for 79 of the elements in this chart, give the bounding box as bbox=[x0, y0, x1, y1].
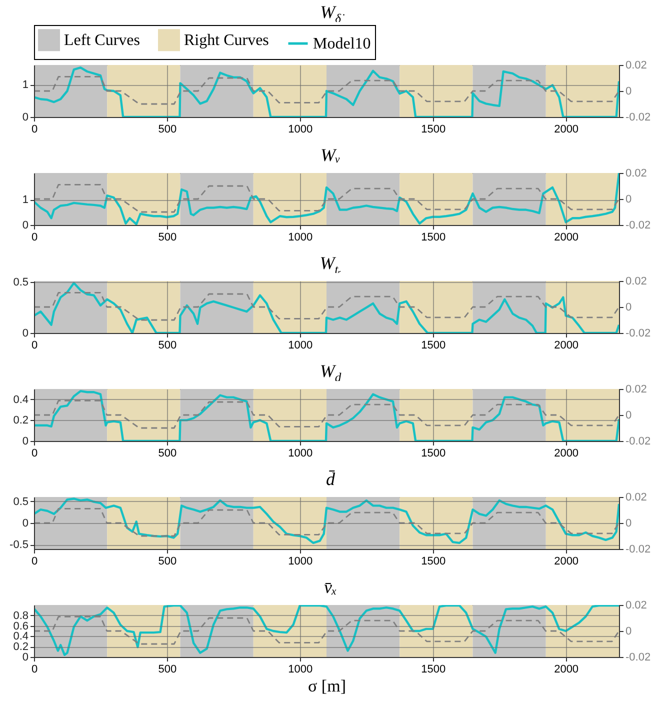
y-tick-label: 0 bbox=[22, 220, 28, 232]
x-tick-label: 1000 bbox=[288, 448, 313, 460]
y2-tick-label: 0 bbox=[626, 194, 632, 206]
y2-tick-label: 0 bbox=[626, 302, 632, 314]
y-tick-label: 0.2 bbox=[13, 641, 28, 654]
x-tick-label: 1500 bbox=[421, 232, 446, 244]
y-tick-label: 0.8 bbox=[13, 610, 28, 622]
y2-tick-label: 0.02 bbox=[626, 276, 647, 288]
x-tick-label: 1500 bbox=[421, 124, 446, 136]
y-tick-label: 0.5 bbox=[13, 496, 28, 508]
y-tick-label: 0.4 bbox=[13, 630, 28, 643]
chart-title: v̄ₓ bbox=[322, 577, 338, 597]
x-tick-label: 1500 bbox=[421, 340, 446, 352]
line-series bbox=[34, 508, 619, 537]
y-tick-label: 0 bbox=[22, 328, 28, 340]
x-tick-label: 0 bbox=[31, 664, 38, 676]
y2-tick-label: -0.02 bbox=[626, 220, 651, 232]
x-axis-title: σ [m] bbox=[308, 676, 346, 696]
x-tick-label: 0 bbox=[31, 340, 38, 352]
x-tick-label: 1500 bbox=[421, 556, 446, 568]
y-tick-label: 0.4 bbox=[13, 394, 28, 406]
legend-label: Right Curves bbox=[184, 32, 269, 50]
line-series bbox=[34, 184, 619, 213]
chart-title: Wᵥ bbox=[319, 145, 342, 165]
y-tick-label: 0 bbox=[22, 518, 28, 530]
y2-tick-label: 0 bbox=[626, 626, 632, 638]
y-tick-label: 0.6 bbox=[13, 620, 28, 632]
x-tick-label: 500 bbox=[158, 448, 177, 460]
y2-tick-label: 0 bbox=[626, 518, 632, 530]
y2-tick-label: 0.02 bbox=[626, 384, 647, 396]
line-series bbox=[34, 616, 619, 645]
y-tick-label: 0 bbox=[22, 436, 28, 448]
y-tick-label: 0.5 bbox=[13, 276, 28, 289]
y2-tick-label: 0 bbox=[626, 410, 632, 422]
y2-tick-label: 0.02 bbox=[626, 600, 647, 612]
line-series bbox=[34, 76, 619, 105]
chart-title: d̄ bbox=[325, 469, 336, 489]
y-tick-label: -0.5 bbox=[10, 539, 28, 552]
x-tick-label: 0 bbox=[31, 124, 38, 136]
y2-tick-label: 0.02 bbox=[626, 60, 647, 72]
x-tick-label: 2000 bbox=[554, 556, 579, 568]
y2-tick-label: -0.02 bbox=[626, 544, 651, 556]
x-tick-label: 500 bbox=[158, 664, 177, 676]
y2-tick-label: -0.02 bbox=[626, 112, 651, 124]
line-series bbox=[34, 498, 619, 544]
y-tick-label: 0 bbox=[22, 112, 28, 124]
legend-label: Left Curves bbox=[64, 32, 140, 50]
x-tick-label: 1500 bbox=[421, 664, 446, 676]
y2-tick-label: 0.02 bbox=[626, 492, 647, 504]
y-tick-label: 0 bbox=[22, 652, 28, 664]
y2-tick-label: -0.02 bbox=[626, 328, 651, 340]
x-tick-label: 1000 bbox=[288, 124, 313, 136]
x-tick-label: 2000 bbox=[554, 124, 579, 136]
x-tick-label: 500 bbox=[158, 556, 177, 568]
x-tick-label: 0 bbox=[31, 232, 38, 244]
x-tick-label: 500 bbox=[158, 124, 177, 136]
legend-label: Model10 bbox=[313, 36, 371, 52]
y-tick-label: 0.2 bbox=[13, 414, 28, 427]
y-tick-label: 1 bbox=[22, 194, 28, 206]
x-tick-label: 1000 bbox=[288, 232, 313, 244]
x-tick-label: 1000 bbox=[288, 556, 313, 568]
y2-tick-label: -0.02 bbox=[626, 652, 651, 664]
x-tick-label: 1500 bbox=[421, 448, 446, 460]
x-tick-label: 1000 bbox=[288, 340, 313, 352]
x-tick-label: 2000 bbox=[554, 664, 579, 676]
y2-tick-label: 0.02 bbox=[626, 168, 647, 180]
x-tick-label: 2000 bbox=[554, 232, 579, 244]
y2-tick-label: -0.02 bbox=[626, 436, 651, 448]
y2-tick-label: 0 bbox=[626, 86, 632, 98]
line-series bbox=[34, 400, 619, 429]
x-tick-label: 2000 bbox=[554, 448, 579, 460]
x-tick-label: 0 bbox=[31, 448, 38, 460]
line-series bbox=[34, 292, 619, 321]
x-tick-label: 500 bbox=[158, 340, 177, 352]
x-tick-label: 0 bbox=[31, 556, 38, 568]
x-tick-label: 500 bbox=[158, 232, 177, 244]
x-tick-label: 2000 bbox=[554, 340, 579, 352]
x-tick-label: 1000 bbox=[288, 664, 313, 676]
y-tick-label: 1 bbox=[22, 79, 28, 91]
